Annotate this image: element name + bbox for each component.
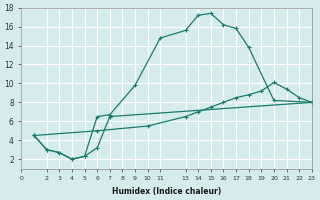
X-axis label: Humidex (Indice chaleur): Humidex (Indice chaleur)	[112, 187, 221, 196]
